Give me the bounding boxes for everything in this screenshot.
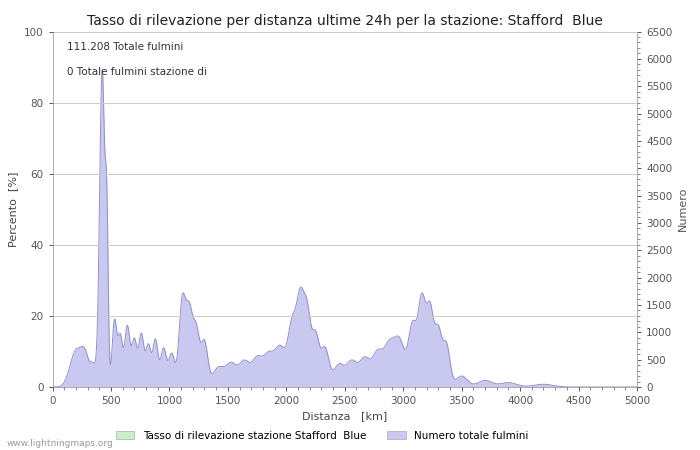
Text: 0 Totale fulmini stazione di: 0 Totale fulmini stazione di [67, 67, 207, 77]
Text: www.lightningmaps.org: www.lightningmaps.org [7, 439, 113, 448]
Text: 111.208 Totale fulmini: 111.208 Totale fulmini [67, 42, 183, 52]
Y-axis label: Numero: Numero [678, 187, 688, 231]
Y-axis label: Percento  [%]: Percento [%] [8, 171, 18, 247]
X-axis label: Distanza   [km]: Distanza [km] [302, 412, 387, 422]
Legend: Tasso di rilevazione stazione Stafford  Blue, Numero totale fulmini: Tasso di rilevazione stazione Stafford B… [111, 427, 533, 445]
Title: Tasso di rilevazione per distanza ultime 24h per la stazione: Stafford  Blue: Tasso di rilevazione per distanza ultime… [87, 14, 603, 27]
